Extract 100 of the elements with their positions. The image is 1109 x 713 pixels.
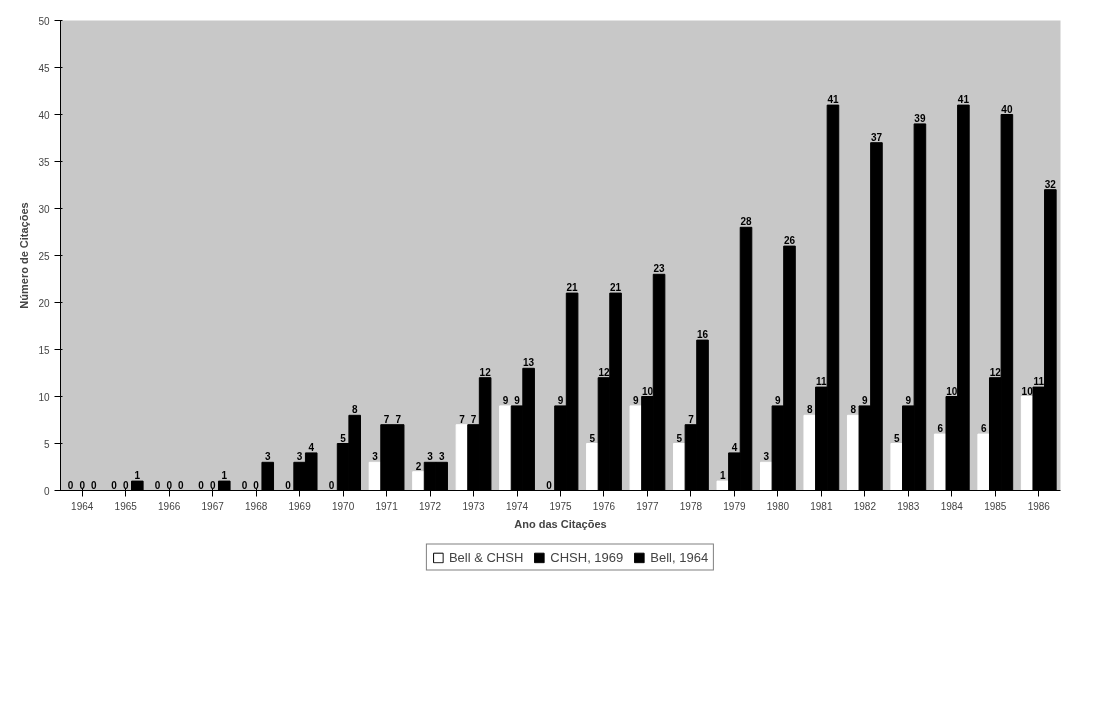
data-label: 0 <box>328 479 335 491</box>
data-label: 9 <box>514 394 521 406</box>
x-tick-label: 1981 <box>810 500 833 512</box>
x-tick-label: 1985 <box>984 500 1007 512</box>
data-label: 3 <box>264 451 271 463</box>
x-tick-label: 1967 <box>201 500 225 512</box>
x-tick-label: 1978 <box>679 500 703 512</box>
y-tick-label: 35 <box>38 156 50 168</box>
y-axis-title: Número de Citações <box>18 202 31 309</box>
data-label: 1 <box>720 470 727 482</box>
data-label: 8 <box>806 404 813 416</box>
data-label: 8 <box>351 404 358 416</box>
data-label: 4 <box>731 441 738 453</box>
x-tick-label: 1977 <box>636 500 660 512</box>
data-label: 0 <box>67 479 74 491</box>
data-label: 1 <box>221 470 228 482</box>
data-label: 0 <box>79 479 86 491</box>
data-label: 5 <box>340 432 347 444</box>
x-tick-label: 1982 <box>853 500 877 512</box>
data-label: 41 <box>827 94 839 106</box>
data-label: 23 <box>653 263 666 275</box>
data-label: 0 <box>285 479 292 491</box>
x-tick-label: 1973 <box>462 500 486 512</box>
data-label: 7 <box>459 413 466 425</box>
bar <box>412 471 425 491</box>
data-label: 0 <box>253 479 260 491</box>
data-label: 10 <box>946 385 958 397</box>
data-label: 3 <box>438 451 445 463</box>
data-label: 21 <box>566 282 579 294</box>
data-label: 0 <box>546 479 553 491</box>
x-tick-label: 1970 <box>331 500 355 512</box>
data-label: 9 <box>502 394 509 406</box>
data-label: 40 <box>1001 103 1013 115</box>
x-tick-label: 1986 <box>1027 500 1051 512</box>
bar <box>629 405 643 491</box>
legend-label: Bell, 1964 <box>650 549 709 565</box>
bar <box>890 443 904 491</box>
data-label: 3 <box>372 451 379 463</box>
data-label: 5 <box>893 432 900 444</box>
data-label: 3 <box>763 451 770 463</box>
y-tick-label: 0 <box>43 485 50 497</box>
data-label: 9 <box>905 394 912 406</box>
x-tick-label: 1965 <box>114 500 138 512</box>
data-label: 13 <box>523 357 535 369</box>
x-tick-label: 1964 <box>71 500 94 512</box>
data-label: 9 <box>862 394 869 406</box>
data-label: 0 <box>154 479 161 491</box>
data-label: 7 <box>470 413 477 425</box>
data-label: 28 <box>740 216 753 228</box>
data-label: 3 <box>296 451 303 463</box>
y-tick-label: 20 <box>38 297 50 309</box>
x-tick-label: 1975 <box>549 500 573 512</box>
data-label: 9 <box>557 394 564 406</box>
data-label: 4 <box>308 441 315 453</box>
data-label: 0 <box>111 479 118 491</box>
data-label: 0 <box>178 479 185 491</box>
data-label: 1 <box>134 470 141 482</box>
data-label: 9 <box>775 394 782 406</box>
y-tick-label: 15 <box>38 344 50 356</box>
y-tick-label: 5 <box>43 438 50 450</box>
data-label: 9 <box>633 394 640 406</box>
bar <box>716 480 730 491</box>
x-tick-label: 1968 <box>245 500 268 512</box>
data-label: 5 <box>589 432 596 444</box>
y-tick-label: 45 <box>38 62 50 74</box>
data-label: 11 <box>816 376 828 388</box>
data-label: 6 <box>937 423 944 435</box>
data-label: 26 <box>783 235 796 247</box>
y-tick-label: 50 <box>38 15 50 27</box>
x-tick-label: 1966 <box>158 500 181 512</box>
data-label: 8 <box>850 404 857 416</box>
y-tick-label: 10 <box>38 391 50 403</box>
bar <box>977 433 990 491</box>
data-label: 3 <box>427 451 434 463</box>
data-label: 0 <box>198 479 205 491</box>
y-tick-label: 30 <box>38 203 50 215</box>
data-label: 12 <box>989 366 1002 378</box>
data-label: 6 <box>980 423 987 435</box>
data-label: 2 <box>415 460 422 472</box>
legend-label: Bell & CHSH <box>448 549 524 565</box>
x-tick-label: 1980 <box>766 500 790 512</box>
data-label: 37 <box>870 131 883 143</box>
data-label: 12 <box>479 366 492 378</box>
data-label: 32 <box>1044 178 1057 190</box>
data-label: 7 <box>395 413 402 425</box>
x-tick-label: 1979 <box>723 500 746 512</box>
data-label: 41 <box>957 94 970 106</box>
data-label: 5 <box>676 432 683 444</box>
data-label: 7 <box>383 413 390 425</box>
y-tick-label: 25 <box>38 250 50 262</box>
data-label: 0 <box>166 479 173 491</box>
data-label: 0 <box>241 479 248 491</box>
x-tick-label: 1969 <box>288 500 312 512</box>
data-label: 16 <box>696 329 709 341</box>
legend-label: CHSH, 1969 <box>550 549 624 565</box>
data-label: 11 <box>1033 376 1045 388</box>
x-tick-label: 1971 <box>375 500 399 512</box>
bar <box>586 443 599 491</box>
y-tick-label: 40 <box>38 109 50 121</box>
x-tick-label: 1984 <box>940 500 964 512</box>
